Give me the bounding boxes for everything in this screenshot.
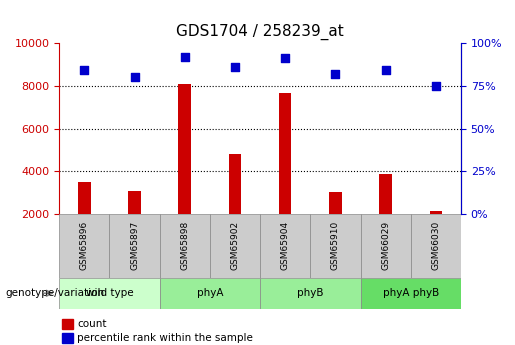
Bar — [59, 278, 160, 309]
Bar — [380, 175, 392, 214]
Text: GSM66030: GSM66030 — [432, 221, 440, 270]
Bar — [279, 93, 291, 214]
Text: GSM65902: GSM65902 — [231, 221, 239, 270]
Bar — [260, 214, 310, 278]
Title: GDS1704 / 258239_at: GDS1704 / 258239_at — [176, 24, 344, 40]
Bar — [310, 214, 360, 278]
Text: GSM65896: GSM65896 — [80, 221, 89, 270]
Bar — [160, 278, 260, 309]
Text: GSM65898: GSM65898 — [180, 221, 189, 270]
Text: phyA phyB: phyA phyB — [383, 288, 439, 298]
Point — [181, 54, 189, 60]
Bar — [260, 278, 360, 309]
Bar — [430, 211, 442, 214]
Bar — [160, 214, 210, 278]
Text: wild type: wild type — [85, 288, 133, 298]
Bar — [360, 214, 410, 278]
Bar — [128, 191, 141, 214]
Text: genotype/variation: genotype/variation — [5, 288, 104, 298]
Text: phyB: phyB — [297, 288, 323, 298]
Text: GSM66029: GSM66029 — [381, 221, 390, 270]
Bar — [62, 333, 73, 343]
Point — [432, 83, 440, 89]
Point — [80, 68, 89, 73]
Bar — [109, 214, 160, 278]
Text: percentile rank within the sample: percentile rank within the sample — [77, 333, 253, 343]
Text: GSM65910: GSM65910 — [331, 221, 340, 270]
Bar — [411, 214, 461, 278]
Bar — [360, 278, 461, 309]
Bar — [59, 214, 109, 278]
Text: GSM65904: GSM65904 — [281, 221, 289, 270]
Bar — [62, 319, 73, 329]
Point — [331, 71, 339, 77]
Bar — [179, 84, 191, 214]
Point — [281, 56, 289, 61]
Point — [231, 64, 239, 70]
Bar — [329, 192, 341, 214]
Bar — [210, 214, 260, 278]
Point — [130, 75, 139, 80]
Text: count: count — [77, 319, 107, 329]
Text: phyA: phyA — [197, 288, 223, 298]
Text: GSM65897: GSM65897 — [130, 221, 139, 270]
Point — [382, 68, 390, 73]
Bar — [78, 182, 91, 214]
Bar — [229, 154, 241, 214]
